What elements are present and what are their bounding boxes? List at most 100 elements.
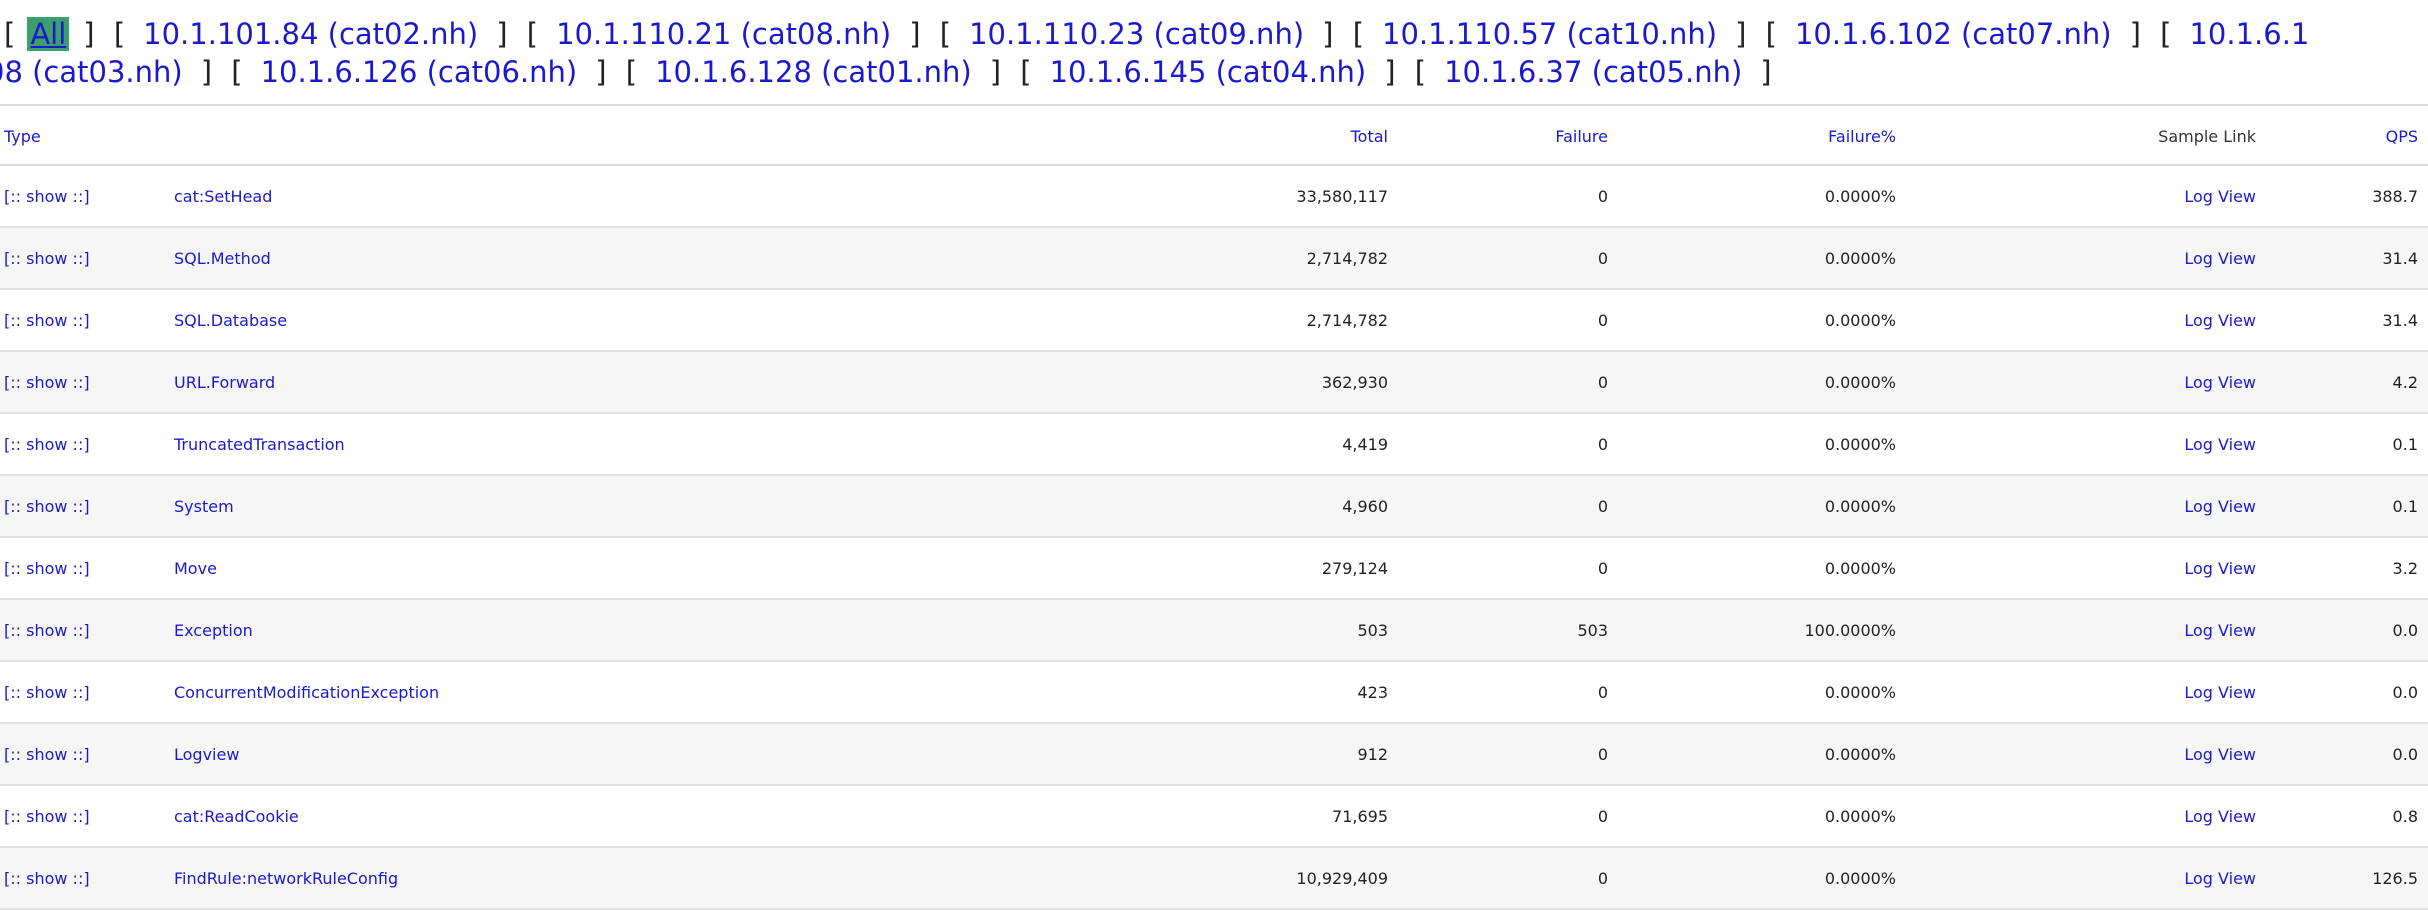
total-value: 4,960 (1342, 497, 1388, 516)
machine-links-line-1: [All] [10.1.101.84 (cat02.nh)] [10.1.110… (4, 14, 2337, 54)
log-view-link[interactable]: Log View (2184, 807, 2256, 826)
type-name-link[interactable]: cat:ReadCookie (174, 807, 299, 826)
failure-value: 0 (1597, 435, 1608, 454)
table-row: [:: show ::] FindRule:networkRuleConfig 10… (0, 848, 2428, 910)
failure-percent-value: 0.0000% (1824, 683, 1896, 702)
machine-link[interactable]: 10.1.101.84 (cat02.nh) (143, 17, 479, 51)
log-view-link[interactable]: Log View (2184, 683, 2256, 702)
table-row: [:: show ::] cat:SetHead 33,580,117 0 0.0000… (0, 166, 2428, 228)
machine-link-all[interactable]: All (27, 17, 70, 51)
machine-link[interactable]: 10.1.6.145 (cat04.nh) (1049, 55, 1367, 89)
machine-links-line-2: 08 (cat03.nh)] [10.1.6.126 (cat06.nh)] [… (0, 52, 1782, 92)
machine-links: [All] [10.1.101.84 (cat02.nh)] [10.1.110… (0, 0, 2428, 100)
show-link[interactable]: [:: show ::] (4, 559, 90, 578)
type-name-link[interactable]: Move (174, 559, 217, 578)
log-view-link[interactable]: Log View (2184, 497, 2256, 516)
show-link[interactable]: [:: show ::] (4, 187, 90, 206)
show-link[interactable]: [:: show ::] (4, 807, 90, 826)
show-link[interactable]: [:: show ::] (4, 435, 90, 454)
total-value: 4,419 (1342, 435, 1388, 454)
table-header-row: Type Total Failure Failure% Sample Link … (0, 104, 2428, 166)
machine-link[interactable]: 10.1.110.23 (cat09.nh) (969, 17, 1305, 51)
table-row: [:: show ::] ConcurrentModificationExcept… (0, 662, 2428, 724)
machine-link[interactable]: 10.1.6.37 (cat05.nh) (1444, 55, 1743, 89)
machine-item: [10.1.110.57 (cat10.nh)] (1352, 17, 1747, 51)
machine-link[interactable]: 10.1.110.21 (cat08.nh) (556, 17, 892, 51)
qps-value: 3.2 (2392, 559, 2418, 578)
failure-value: 0 (1597, 187, 1608, 206)
show-link[interactable]: [:: show ::] (4, 497, 90, 516)
log-view-link[interactable]: Log View (2184, 621, 2256, 640)
log-view-link[interactable]: Log View (2184, 311, 2256, 330)
qps-value: 0.1 (2392, 497, 2418, 516)
type-name-link[interactable]: SQL.Method (174, 249, 271, 268)
show-link[interactable]: [:: show ::] (4, 683, 90, 702)
failure-percent-value: 100.0000% (1804, 621, 1896, 640)
table-row: [:: show ::] Exception 503 503 100.0000% Log … (0, 600, 2428, 662)
total-value: 912 (1357, 745, 1388, 764)
log-view-link[interactable]: Log View (2184, 373, 2256, 392)
qps-value: 31.4 (2382, 249, 2418, 268)
machine-link[interactable]: 10.1.110.57 (cat10.nh) (1382, 17, 1718, 51)
total-value: 362,930 (1321, 373, 1388, 392)
machine-item: [10.1.101.84 (cat02.nh)] (113, 17, 508, 51)
log-view-link[interactable]: Log View (2184, 435, 2256, 454)
qps-value: 388.7 (2372, 187, 2418, 206)
machine-link[interactable]: 10.1.6.128 (cat01.nh) (655, 55, 972, 89)
qps-value: 31.4 (2382, 311, 2418, 330)
table-row: [:: show ::] Move 279,124 0 0.0000% Log View 3… (0, 538, 2428, 600)
machine-link[interactable]: 10.1.6.126 (cat06.nh) (260, 55, 578, 89)
failure-value: 0 (1597, 869, 1608, 888)
machine-item: [10.1.110.21 (cat08.nh)] (526, 17, 921, 51)
machine-item: 08 (cat03.nh)] (0, 52, 212, 92)
machine-item: [10.1.6.37 (cat05.nh)] (1414, 55, 1772, 89)
failure-percent-value: 0.0000% (1824, 373, 1896, 392)
failure-percent-value: 0.0000% (1824, 187, 1896, 206)
machine-item: [10.1.6.126 (cat06.nh)] (231, 55, 607, 89)
failure-percent-value: 0.0000% (1824, 807, 1896, 826)
show-link[interactable]: [:: show ::] (4, 745, 90, 764)
total-value: 10,929,409 (1296, 869, 1388, 888)
type-name-link[interactable]: ConcurrentModificationException (174, 683, 440, 702)
header-failure[interactable]: Failure (1555, 127, 1608, 146)
failure-percent-value: 0.0000% (1824, 559, 1896, 578)
log-view-link[interactable]: Log View (2184, 187, 2256, 206)
type-name-link[interactable]: SQL.Database (174, 311, 288, 330)
failure-value: 0 (1597, 807, 1608, 826)
header-type[interactable]: Type (4, 127, 41, 146)
show-link[interactable]: [:: show ::] (4, 249, 90, 268)
failure-value: 0 (1597, 745, 1608, 764)
table-row: [:: show ::] TruncatedTransaction 4,419 0 0.… (0, 414, 2428, 476)
failure-value: 0 (1597, 559, 1608, 578)
show-link[interactable]: [:: show ::] (4, 621, 90, 640)
machine-link[interactable]: 10.1.6.1 (2189, 17, 2310, 51)
total-value: 71,695 (1332, 807, 1388, 826)
type-name-link[interactable]: URL.Forward (174, 373, 276, 392)
log-view-link[interactable]: Log View (2184, 249, 2256, 268)
qps-value: 126.5 (2372, 869, 2418, 888)
type-name-link[interactable]: Exception (174, 621, 253, 640)
log-view-link[interactable]: Log View (2184, 869, 2256, 888)
qps-value: 0.1 (2392, 435, 2418, 454)
qps-value: 0.0 (2392, 683, 2418, 702)
log-view-link[interactable]: Log View (2184, 559, 2256, 578)
type-name-link[interactable]: FindRule:networkRuleConfig (174, 869, 399, 888)
log-view-link[interactable]: Log View (2184, 745, 2256, 764)
header-qps[interactable]: QPS (2385, 127, 2418, 146)
failure-value: 0 (1597, 497, 1608, 516)
total-value: 279,124 (1321, 559, 1388, 578)
show-link[interactable]: [:: show ::] (4, 311, 90, 330)
header-total[interactable]: Total (1350, 127, 1388, 146)
show-link[interactable]: [:: show ::] (4, 869, 90, 888)
type-name-link[interactable]: cat:SetHead (174, 187, 273, 206)
total-value: 423 (1357, 683, 1388, 702)
type-name-link[interactable]: System (174, 497, 234, 516)
machine-link[interactable]: 08 (cat03.nh) (0, 55, 183, 89)
type-name-link[interactable]: TruncatedTransaction (174, 435, 345, 454)
header-failure-percent[interactable]: Failure% (1828, 127, 1896, 146)
failure-value: 0 (1597, 311, 1608, 330)
show-link[interactable]: [:: show ::] (4, 373, 90, 392)
type-name-link[interactable]: Logview (174, 745, 240, 764)
machine-link[interactable]: 10.1.6.102 (cat07.nh) (1794, 17, 2112, 51)
total-value: 2,714,782 (1306, 311, 1388, 330)
